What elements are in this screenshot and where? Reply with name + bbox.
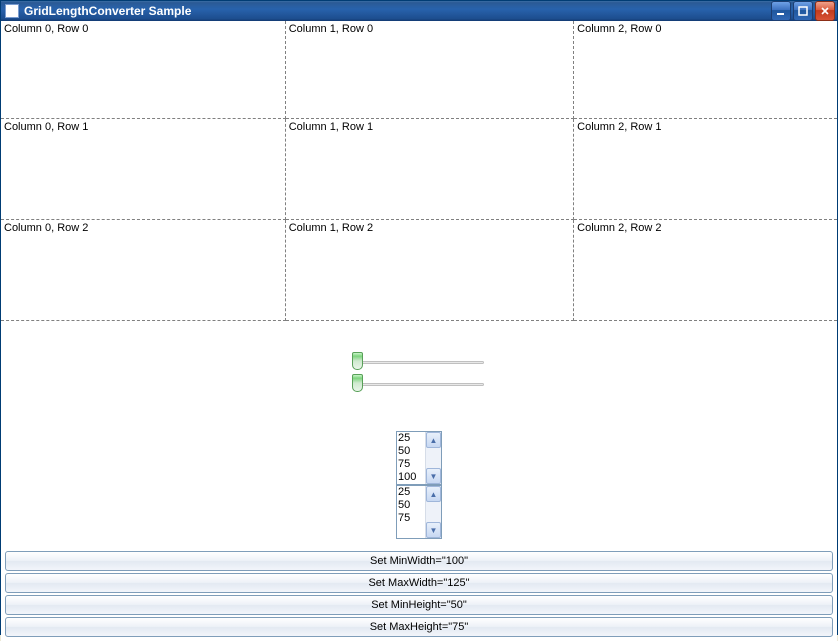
listbox-2[interactable]: 25 50 75 ▲ ▼ [396,485,442,539]
cell-label: Column 2, Row 2 [577,222,661,234]
cell-label: Column 1, Row 2 [289,222,373,234]
demo-grid: Column 0, Row 0 Column 1, Row 0 Column 2… [1,21,837,321]
button-stack: Set MinWidth="100" Set MaxWidth="125" Se… [1,549,837,637]
grid-cell: Column 2, Row 0 [574,21,837,119]
grid-cell: Column 2, Row 2 [574,220,837,321]
app-icon [5,4,19,18]
cell-label: Column 2, Row 0 [577,23,661,35]
set-maxwidth-button[interactable]: Set MaxWidth="125" [5,573,833,593]
list-item[interactable]: 25 [398,432,424,445]
slider-track [354,383,484,386]
scrollbar[interactable]: ▲ ▼ [425,486,441,538]
cell-label: Column 0, Row 0 [4,23,88,35]
maximize-button[interactable] [793,1,813,21]
chevron-down-icon: ▼ [430,526,438,535]
grid-cell: Column 2, Row 1 [574,119,837,220]
grid-cell: Column 1, Row 0 [285,21,573,119]
close-icon [820,6,830,16]
minimize-button[interactable] [771,1,791,21]
scroll-up-button[interactable]: ▲ [426,432,441,448]
list-item[interactable]: 25 [398,486,424,499]
list-item[interactable]: 75 [398,458,424,471]
app-window: GridLengthConverter Sample Column 0, Row… [0,0,838,635]
client-area: Column 0, Row 0 Column 1, Row 0 Column 2… [1,21,837,641]
grid-cell: Column 0, Row 0 [1,21,285,119]
cell-label: Column 1, Row 0 [289,23,373,35]
grid-cell: Column 0, Row 2 [1,220,285,321]
grid-cell: Column 1, Row 1 [285,119,573,220]
cell-label: Column 1, Row 1 [289,121,373,133]
controls-panel: 25 50 75 100 ▲ ▼ 25 50 75 ▲ [1,321,837,637]
list-item[interactable]: 50 [398,445,424,458]
slider-1[interactable] [354,352,484,372]
scroll-down-button[interactable]: ▼ [426,522,441,538]
list-item[interactable] [398,525,424,538]
close-button[interactable] [815,1,835,21]
listbox-1[interactable]: 25 50 75 100 ▲ ▼ [396,431,442,485]
slider-2[interactable] [354,374,484,394]
scroll-down-button[interactable]: ▼ [426,468,441,484]
list-item[interactable]: 50 [398,499,424,512]
list-item[interactable]: 100 [398,471,424,484]
cell-label: Column 0, Row 1 [4,121,88,133]
list-item[interactable]: 75 [398,512,424,525]
chevron-up-icon: ▲ [430,490,438,499]
chevron-down-icon: ▼ [430,472,438,481]
titlebar[interactable]: GridLengthConverter Sample [1,1,837,21]
slider-thumb[interactable] [352,352,363,370]
cell-label: Column 2, Row 1 [577,121,661,133]
scroll-up-button[interactable]: ▲ [426,486,441,502]
set-minwidth-button[interactable]: Set MinWidth="100" [5,551,833,571]
chevron-up-icon: ▲ [430,436,438,445]
grid-cell: Column 1, Row 2 [285,220,573,321]
grid-cell: Column 0, Row 1 [1,119,285,220]
window-title: GridLengthConverter Sample [24,4,191,18]
maximize-icon [798,6,808,16]
slider-thumb[interactable] [352,374,363,392]
minimize-icon [776,6,786,16]
slider-track [354,361,484,364]
listbox-items[interactable]: 25 50 75 100 [397,432,425,484]
listbox-items[interactable]: 25 50 75 [397,486,425,538]
scrollbar[interactable]: ▲ ▼ [425,432,441,484]
set-maxheight-button[interactable]: Set MaxHeight="75" [5,617,833,637]
set-minheight-button[interactable]: Set MinHeight="50" [5,595,833,615]
cell-label: Column 0, Row 2 [4,222,88,234]
